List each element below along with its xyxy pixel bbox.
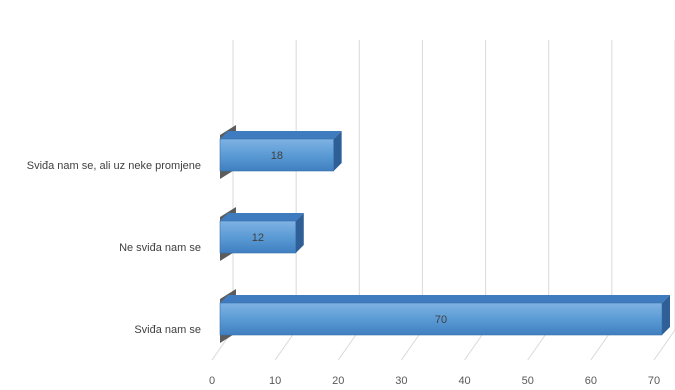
gridlines (211, 40, 675, 361)
bar-front-face (219, 138, 334, 172)
bar-top-face (220, 295, 670, 303)
category-label: Sviđa nam se, ali uz neke promjene (27, 160, 201, 172)
bar-front-face (219, 302, 663, 336)
bar-side-face (333, 131, 342, 171)
x-tick-label: 70 (648, 375, 660, 387)
bar: 70 (219, 295, 670, 336)
bars: 18 12 70 (219, 131, 670, 336)
x-axis-ticks: 0 10 20 30 40 50 60 70 (209, 375, 660, 387)
x-tick-label: 10 (269, 375, 281, 387)
x-tick-label: 20 (332, 375, 344, 387)
data-label: 70 (435, 314, 447, 326)
x-tick-label: 30 (395, 375, 407, 387)
category-labels: Sviđa nam se, ali uz neke promjene Ne svi… (27, 160, 201, 336)
x-tick-label: 40 (458, 375, 470, 387)
bar-top-face (220, 213, 304, 221)
bar: 12 (219, 213, 304, 254)
bar-top-face (220, 131, 342, 139)
category-label: Ne sviđa nam se (119, 242, 201, 254)
x-tick-label: 0 (209, 375, 215, 387)
data-label: 18 (271, 150, 283, 162)
data-label: 12 (252, 232, 264, 244)
bar-side-face (295, 213, 304, 253)
gridline-floor (653, 329, 675, 361)
bar-side-face (662, 295, 670, 335)
x-tick-label: 60 (585, 375, 597, 387)
bar: 18 (219, 131, 342, 172)
x-tick-label: 50 (522, 375, 534, 387)
category-label: Sviđa nam se (134, 324, 201, 336)
bar-front-face (219, 220, 297, 254)
